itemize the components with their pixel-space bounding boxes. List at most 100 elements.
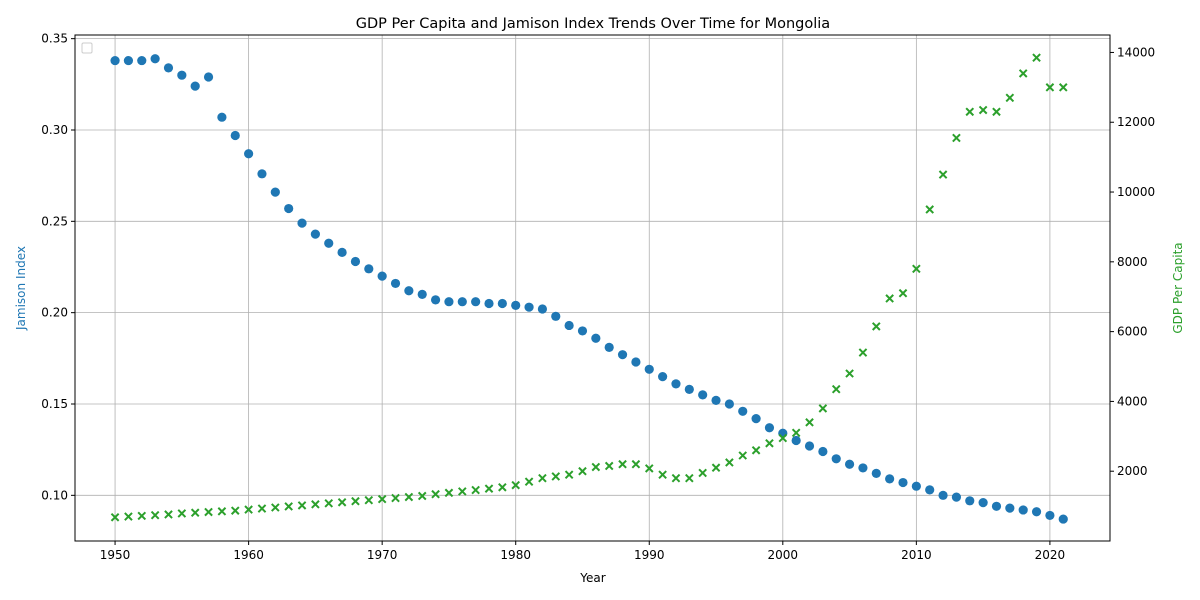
jamison-index-point xyxy=(844,459,855,469)
gdp-per-capita-point xyxy=(1032,53,1041,62)
x-axis-title: Year xyxy=(579,571,605,585)
right-y-tick-label: 2000 xyxy=(1117,464,1148,478)
plot-frame xyxy=(74,34,1111,542)
gdp-per-capita-point xyxy=(150,510,160,520)
right-y-tick-label: 4000 xyxy=(1117,394,1148,408)
chart-title: GDP Per Capita and Jamison Index Trends … xyxy=(356,16,830,32)
jamison-index-point xyxy=(671,379,681,389)
gdp-per-capita-point xyxy=(965,107,975,117)
grid xyxy=(75,35,1110,541)
x-tick-label: 1950 xyxy=(100,548,131,562)
x-axis: 1950 1960 1970 1980 1990 2000 2010 2020 xyxy=(100,541,1065,562)
gdp-per-capita-point xyxy=(124,512,133,521)
gdp-per-capita-point xyxy=(177,509,187,518)
jamison-index-point xyxy=(190,81,200,91)
gdp-per-capita-point xyxy=(110,512,120,522)
gdp-per-capita-point xyxy=(725,458,734,467)
gdp-per-capita-point xyxy=(1018,69,1028,78)
jamison-index-point xyxy=(484,298,494,309)
jamison-index-point xyxy=(764,423,775,433)
gdp-per-capita-point xyxy=(591,462,601,472)
legend-box xyxy=(81,42,93,54)
gdp-per-capita-point xyxy=(845,369,854,378)
jamison-index-point xyxy=(203,72,214,82)
gdp-per-capita-point xyxy=(284,502,293,511)
jamison-index-series xyxy=(110,54,1068,524)
gdp-per-capita-point xyxy=(1005,93,1015,103)
gdp-per-capita-point xyxy=(337,497,347,507)
gdp-per-capita-point xyxy=(431,489,440,499)
gdp-per-capita-point xyxy=(618,459,627,469)
jamison-index-point xyxy=(230,130,240,141)
gdp-per-capita-point xyxy=(631,459,641,469)
jamison-index-point xyxy=(1031,507,1042,517)
left-y-tick-label: 0.35 xyxy=(41,32,68,46)
jamison-index-point xyxy=(604,342,614,352)
gdp-per-capita-point xyxy=(912,264,921,274)
jamison-index-point xyxy=(631,357,641,367)
jamison-index-point xyxy=(818,446,828,457)
jamison-index-point xyxy=(244,149,254,159)
gdp-per-capita-point xyxy=(217,507,227,516)
jamison-index-point xyxy=(711,395,721,405)
jamison-index-point xyxy=(123,55,134,66)
jamison-index-point xyxy=(471,297,481,307)
gdp-per-capita-point xyxy=(271,503,280,512)
gdp-per-capita-point xyxy=(698,468,707,478)
gdp-per-capita-point xyxy=(1058,83,1068,92)
jamison-index-point xyxy=(417,289,427,299)
gdp-per-capita-point xyxy=(377,494,387,504)
gdp-per-capita-point xyxy=(417,491,427,501)
gdp-per-capita-point xyxy=(671,473,681,483)
gdp-per-capita-point xyxy=(938,170,948,179)
gdp-per-capita-point xyxy=(244,505,253,514)
jamison-index-point xyxy=(457,297,467,307)
gdp-per-capita-point xyxy=(257,504,267,513)
jamison-index-point xyxy=(257,169,267,179)
right-y-tick-label: 8000 xyxy=(1117,255,1148,269)
left-y-axis: 0.10 0.15 0.20 0.25 0.30 0.35 xyxy=(41,32,75,502)
gdp-per-capita-point xyxy=(137,511,147,521)
gdp-per-capita-point xyxy=(738,451,748,460)
gdp-per-capita-point xyxy=(992,107,1001,117)
gdp-per-capita-point xyxy=(471,485,480,495)
gdp-per-capita-point xyxy=(391,493,400,503)
jamison-index-point xyxy=(791,435,801,446)
gdp-per-capita-point xyxy=(511,480,521,490)
gdp-per-capita-point xyxy=(498,482,507,492)
gdp-per-capita-point xyxy=(858,348,868,357)
jamison-index-point xyxy=(591,333,601,343)
gdp-per-capita-point xyxy=(551,472,561,481)
right-y-axis: 2000 4000 6000 8000 10000 12000 14000 xyxy=(1110,45,1155,478)
x-tick-label: 2000 xyxy=(768,548,799,562)
gdp-per-capita-point xyxy=(204,507,213,517)
jamison-index-point xyxy=(324,238,334,248)
gdp-per-capita-point xyxy=(711,463,721,473)
left-axis-title: Jamison Index xyxy=(14,246,28,331)
jamison-index-point xyxy=(658,371,668,382)
jamison-index-point xyxy=(938,490,948,500)
jamison-index-point xyxy=(430,295,441,305)
gdp-per-capita-point xyxy=(444,488,454,498)
gdp-per-capita-point xyxy=(457,487,467,496)
jamison-index-point xyxy=(617,350,628,360)
gdp-per-capita-point xyxy=(297,501,307,510)
jamison-index-point xyxy=(150,54,160,64)
gdp-per-capita-point xyxy=(164,510,173,519)
gdp-per-capita-point xyxy=(791,428,801,438)
gdp-per-capita-point xyxy=(898,288,908,298)
x-tick-label: 1990 xyxy=(634,548,665,562)
jamison-index-point xyxy=(444,297,454,307)
jamison-index-point xyxy=(177,70,187,80)
jamison-index-point xyxy=(270,187,280,197)
jamison-index-point xyxy=(350,256,361,267)
left-y-tick-label: 0.15 xyxy=(41,397,68,411)
gdp-per-capita-point xyxy=(564,470,574,480)
jamison-index-point xyxy=(310,229,320,239)
gdp-per-capita-point xyxy=(644,464,654,473)
jamison-index-point xyxy=(871,468,881,479)
jamison-index-point xyxy=(377,271,387,281)
jamison-index-point xyxy=(858,463,868,473)
